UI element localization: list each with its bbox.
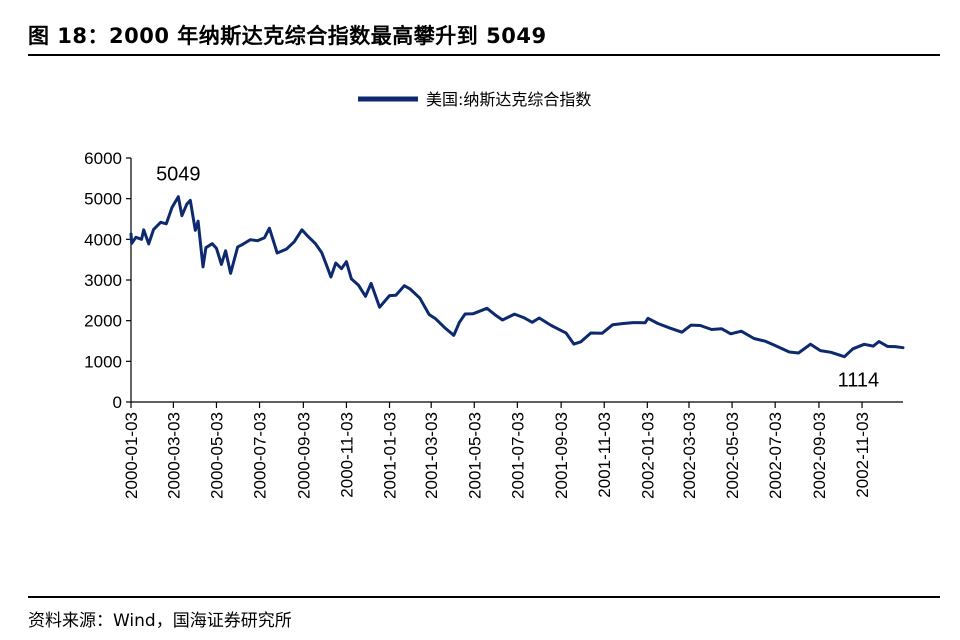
y-tick-label: 1000 [84, 352, 122, 371]
legend-label: 美国:纳斯达克综合指数 [426, 90, 591, 109]
chart-axes [130, 158, 903, 403]
y-tick-label: 3000 [84, 271, 122, 290]
x-tick-label: 2000-09-03 [294, 412, 313, 499]
y-tick-label: 6000 [84, 149, 122, 168]
x-tick-label: 2000-05-03 [207, 412, 226, 499]
x-tick-label: 2001-11-03 [595, 412, 614, 498]
chart-panel: 美国:纳斯达克综合指数 0 1000 2000 3000 4000 5000 6000 20… [28, 66, 928, 578]
title-rule [28, 54, 940, 56]
y-tick-label: 0 [113, 393, 122, 412]
figure-title: 图 18：2000 年纳斯达克综合指数最高攀升到 5049 [28, 24, 547, 48]
x-tick-label: 2002-07-03 [766, 412, 785, 499]
chart-annotations: 5049 1114 [156, 164, 879, 392]
x-tick-label: 2001-03-03 [422, 412, 441, 499]
x-axis-ticks: 2000-01-03 2000-03-03 2000-05-03 2000-07-03… [122, 402, 872, 499]
x-tick-label: 2001-07-03 [508, 412, 527, 499]
source-note: 资料来源：Wind，国海证券研究所 [28, 611, 292, 631]
series-line-nasdaq [129, 195, 905, 359]
chart-legend: 美国:纳斯达克综合指数 [358, 90, 591, 109]
x-tick-label: 2002-05-03 [723, 412, 742, 499]
line-chart: 美国:纳斯达克综合指数 0 1000 2000 3000 4000 5000 6000 20… [84, 90, 905, 499]
x-tick-label: 2001-09-03 [552, 412, 571, 499]
x-tick-label: 2000-03-03 [164, 412, 183, 499]
annotation-label: 5049 [156, 164, 201, 186]
x-tick-label: 2002-09-03 [810, 412, 829, 499]
x-tick-label: 2002-03-03 [680, 412, 699, 499]
x-tick-label: 2002-11-03 [853, 412, 872, 498]
x-tick-label: 2001-01-03 [381, 412, 400, 499]
y-tick-label: 5000 [84, 190, 122, 209]
y-axis-ticks: 0 1000 2000 3000 4000 5000 6000 [84, 149, 131, 412]
annotation-label: 1114 [838, 370, 880, 392]
x-tick-label: 2000-07-03 [251, 412, 270, 499]
x-tick-label: 2002-01-03 [638, 412, 657, 499]
y-tick-label: 2000 [84, 312, 122, 331]
footer-rule [28, 596, 940, 598]
y-tick-label: 4000 [84, 230, 122, 249]
x-tick-label: 2000-11-03 [337, 412, 356, 498]
x-tick-label: 2000-01-03 [122, 412, 141, 499]
x-tick-label: 2001-05-03 [465, 412, 484, 499]
